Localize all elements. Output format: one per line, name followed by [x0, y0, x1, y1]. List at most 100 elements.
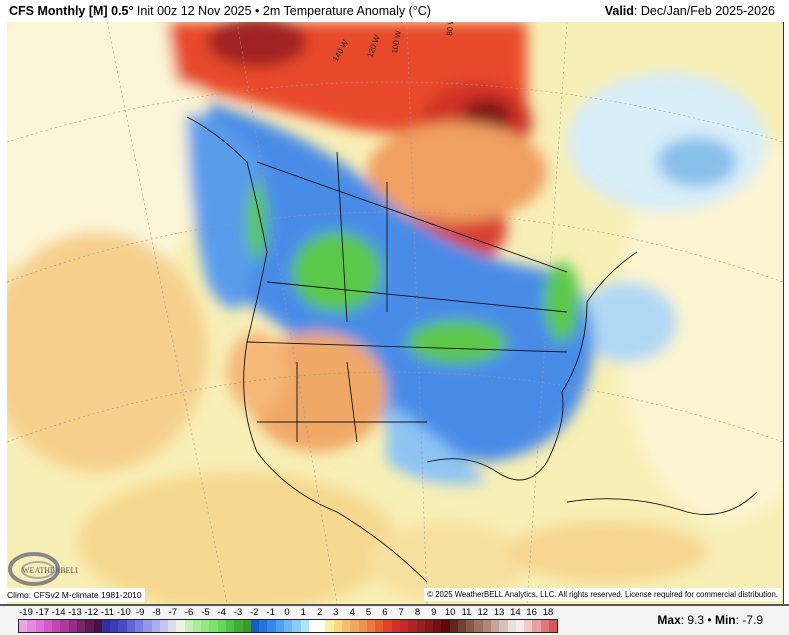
colorbar-swatch — [540, 620, 549, 632]
colorbar-swatch — [441, 620, 450, 632]
colorbar-label: 14 — [510, 607, 521, 618]
colorbar-label: 13 — [493, 607, 505, 618]
colorbar-label: 1 — [300, 607, 306, 618]
colorbar-swatch — [35, 620, 44, 632]
colorbar-swatch — [399, 620, 409, 632]
colorbar-swatch — [474, 620, 483, 632]
max-value: : 9.3 • — [680, 613, 715, 627]
colorbar-swatch — [466, 620, 475, 632]
colorbar-label: -19 — [19, 607, 33, 618]
weatherbell-logo: WEATHERBELL — [8, 552, 78, 586]
lon-label-80w: 80 W — [445, 22, 456, 36]
colorbar-swatch — [308, 620, 318, 632]
legend-footer: -19 -17 -14 -13 -12 -11 -10 -9 -8 -7 -6 -5 -4 -3 -2 -1 0… — [0, 604, 789, 635]
colorbar-swatch — [151, 620, 160, 632]
colorbar-label: -14 — [51, 607, 66, 618]
colorbar-label: 3 — [333, 607, 339, 618]
colorbar-label: 11 — [461, 607, 472, 618]
colorbar — [18, 619, 558, 633]
colorbar-swatch — [134, 620, 144, 632]
colorbar-swatch — [93, 620, 102, 632]
colorbar-swatch — [250, 620, 260, 632]
valid-period: Valid: Dec/Jan/Feb 2025-2026 — [605, 4, 775, 18]
colorbar-swatch — [482, 620, 492, 632]
colorbar-label: -17 — [35, 607, 50, 618]
anomaly-field: 140 W 120 W 100 W 80 W — [7, 22, 783, 604]
colorbar-swatch — [300, 620, 309, 632]
colorbar-swatch — [457, 620, 467, 632]
colorbar-swatch — [433, 620, 442, 632]
map-title: CFS Monthly [M] 0.5° Init 00z 12 Nov 202… — [9, 4, 431, 18]
lon-label-100w: 100 W — [390, 30, 403, 55]
colorbar-label: -11 — [101, 607, 115, 618]
colorbar-swatch — [375, 620, 384, 632]
colorbar-label: -13 — [68, 607, 82, 618]
colorbar-swatch — [424, 620, 434, 632]
colorbar-swatch — [143, 620, 152, 632]
colorbar-swatch — [358, 620, 367, 632]
max-min-readout: Max: 9.3 • Min: -7.9 — [657, 613, 763, 627]
colorbar-swatch — [449, 620, 458, 632]
colorbar-label: 12 — [477, 607, 489, 618]
colorbar-label: 4 — [349, 607, 355, 618]
colorbar-swatch — [110, 620, 119, 632]
colorbar-swatch — [60, 620, 69, 632]
colorbar-swatch — [408, 620, 417, 632]
min-value: : -7.9 — [735, 613, 763, 627]
colorbar-swatch — [192, 620, 202, 632]
colorbar-label: -1 — [266, 607, 275, 618]
colorbar-swatch — [383, 620, 392, 632]
degree-symbol: ° — [128, 4, 134, 18]
colorbar-label: 8 — [414, 607, 421, 618]
colorbar-swatch — [226, 620, 235, 632]
colorbar-label: 16 — [526, 607, 537, 618]
temperature-anomaly-map: 140 W 120 W 100 W 80 W — [7, 22, 784, 604]
colorbar-label: -6 — [184, 607, 194, 618]
colorbar-swatch — [242, 620, 251, 632]
svg-text:WEATHERBELL: WEATHERBELL — [22, 566, 78, 575]
colorbar-swatch — [341, 620, 351, 632]
colorbar-swatch — [217, 620, 227, 632]
colorbar-swatch — [118, 620, 127, 632]
colorbar-label: 2 — [316, 607, 323, 618]
colorbar-swatch — [27, 620, 36, 632]
colorbar-label: 10 — [444, 607, 456, 618]
colorbar-swatch — [68, 620, 77, 632]
climo-note: Climo: CFSv2 M-climate 1981-2010 — [4, 588, 145, 602]
colorbar-swatch — [43, 620, 53, 632]
copyright-notice: © 2025 WeatherBELL Analytics, LLC. All r… — [424, 588, 781, 601]
colorbar-label: 18 — [542, 607, 554, 618]
colorbar-label: -9 — [135, 607, 145, 618]
colorbar-label: -5 — [201, 607, 210, 618]
anomaly-shading — [7, 22, 783, 604]
colorbar-swatch — [366, 620, 376, 632]
colorbar-label: -10 — [117, 607, 131, 618]
max-label: Max — [657, 613, 681, 627]
colorbar-swatch — [259, 620, 268, 632]
init-and-variable: Init 00z 12 Nov 2025 • 2m Temperature An… — [133, 4, 431, 18]
colorbar-swatch — [234, 620, 243, 632]
colorbar-label: 0 — [284, 607, 290, 618]
colorbar-label: -2 — [250, 607, 259, 618]
colorbar-swatch — [325, 620, 334, 632]
colorbar-swatch — [201, 620, 210, 632]
colorbar-label: -12 — [84, 607, 99, 618]
colorbar-swatch — [275, 620, 284, 632]
colorbar-swatch — [391, 620, 400, 632]
colorbar-swatch — [499, 620, 508, 632]
colorbar-labels: -19 -17 -14 -13 -12 -11 -10 -9 -8 -7 -6 -5 -4 -3 -2 -1 0… — [18, 607, 556, 619]
valid-label: Valid — [604, 4, 634, 18]
colorbar-swatch — [19, 620, 28, 632]
colorbar-swatch — [515, 620, 525, 632]
min-label: Min — [714, 613, 736, 627]
colorbar-swatch — [76, 620, 86, 632]
colorbar-swatch — [85, 620, 94, 632]
graticule — [7, 22, 783, 604]
valid-value: : Dec/Jan/Feb 2025-2026 — [633, 4, 775, 18]
colorbar-label: -4 — [217, 607, 226, 618]
colorbar-swatch — [209, 620, 218, 632]
colorbar-swatch — [101, 620, 111, 632]
colorbar-swatch — [176, 620, 185, 632]
colorbar-swatch — [292, 620, 301, 632]
colorbar-swatch — [126, 620, 135, 632]
